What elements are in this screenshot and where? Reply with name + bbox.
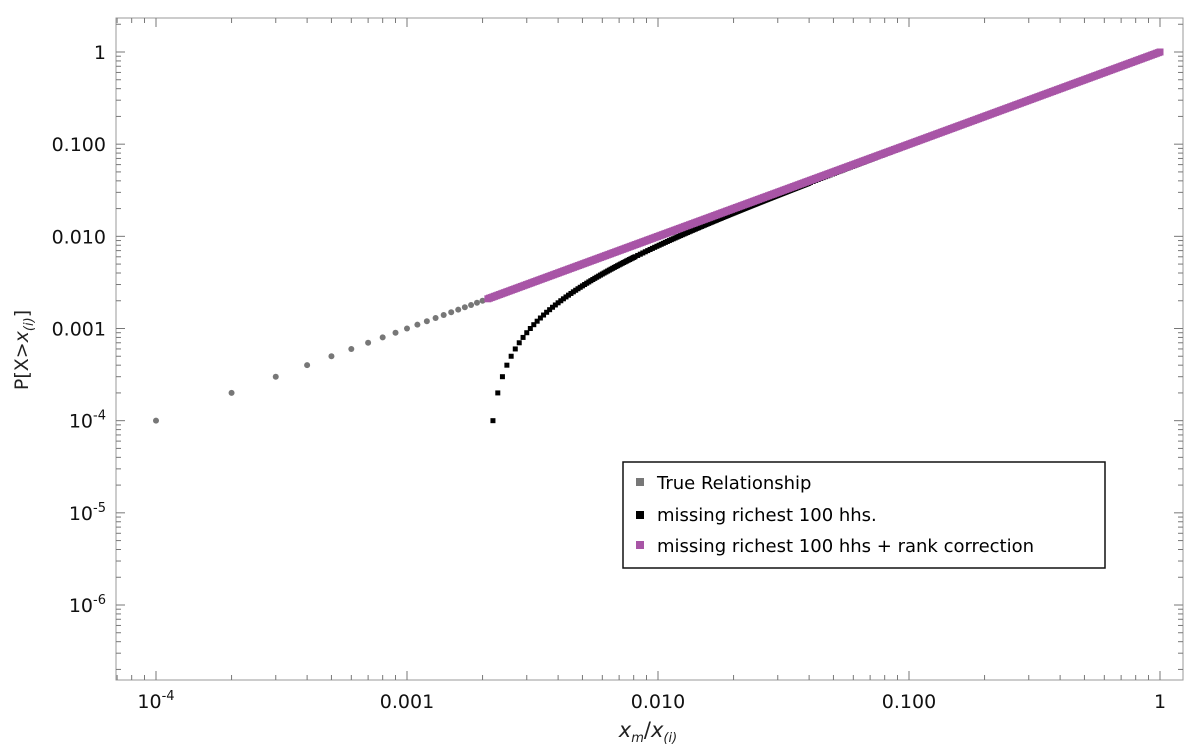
legend-label-missing: missing richest 100 hhs.	[657, 505, 877, 526]
y-tick-label: 0.001	[52, 319, 106, 341]
legend-label-true: True Relationship	[656, 473, 811, 494]
data-point-missing	[547, 307, 553, 313]
data-point-missing	[520, 334, 526, 340]
data-point-missing	[524, 330, 530, 336]
data-point-true	[348, 345, 355, 352]
data-point-true	[461, 304, 468, 311]
x-tick-label: 1	[1154, 691, 1166, 713]
data-point-missing	[495, 390, 501, 396]
data-point-missing	[560, 296, 566, 302]
data-point-missing	[490, 418, 496, 424]
y-tick-label: 10-5	[69, 501, 106, 525]
x-tick-label: 10-4	[137, 689, 174, 713]
data-point-missing	[537, 315, 543, 321]
data-point-missing	[563, 294, 569, 300]
data-point-missing	[527, 326, 533, 331]
data-point-true	[379, 334, 386, 341]
data-point-missing	[552, 302, 558, 308]
data-point-missing	[534, 318, 540, 324]
data-point-true	[440, 312, 447, 319]
data-point-missing	[632, 254, 638, 260]
data-point-missing	[508, 353, 514, 359]
data-point-missing	[550, 304, 556, 310]
y-tick-label: 10-4	[69, 409, 106, 433]
legend-swatch-corrected	[636, 541, 644, 549]
data-point-true	[153, 417, 159, 424]
legend-swatch-true	[636, 478, 644, 486]
data-point-true	[365, 339, 372, 346]
legend-swatch-missing	[636, 511, 644, 519]
data-point-true	[392, 329, 399, 336]
data-point-true	[455, 306, 462, 313]
data-point-true	[479, 297, 486, 304]
data-point-missing	[635, 252, 641, 258]
data-point-true	[473, 299, 480, 306]
data-point-missing	[637, 251, 643, 257]
legend-label-corrected: missing richest 100 hhs + rank correctio…	[657, 536, 1034, 557]
data-point-true	[228, 389, 235, 396]
y-axis-label: P[X>x(i)]	[11, 310, 37, 390]
data-point-missing	[558, 298, 564, 304]
data-point-true	[404, 325, 410, 332]
y-tick-label: 10-6	[69, 593, 106, 617]
y-tick-label: 0.010	[52, 226, 106, 248]
data-point-true	[432, 314, 439, 321]
data-point-missing	[541, 312, 547, 318]
data-point-missing	[516, 340, 522, 346]
data-point-missing	[555, 300, 561, 306]
data-point-true	[414, 321, 421, 328]
series-layer	[153, 48, 1164, 424]
data-point-missing	[499, 374, 505, 380]
data-point-missing	[531, 322, 537, 328]
plot-frame	[115, 17, 1184, 681]
data-point-missing	[544, 309, 550, 315]
y-tick-label: 1	[94, 42, 106, 64]
data-point-true	[468, 301, 475, 308]
data-point-true	[328, 353, 335, 360]
data-point-true	[423, 318, 430, 325]
data-point-missing	[504, 362, 510, 368]
data-point-corrected	[1156, 48, 1164, 56]
axes-layer: 10-4 0.001 0.010 0.100 1 10-6 10-5 10-4 0.001 0.0…	[52, 18, 1183, 713]
legend-box	[622, 461, 1106, 569]
x-tick-label: 0.010	[631, 691, 685, 713]
x-tick-label: 0.100	[882, 691, 936, 713]
data-point-true	[304, 362, 311, 369]
data-point-true	[448, 309, 455, 316]
x-tick-label: 0.001	[380, 691, 434, 713]
data-point-missing	[512, 346, 518, 352]
legend: True Relationship missing richest 100 hh…	[622, 461, 1106, 569]
x-axis-label: xm/x(i)	[618, 718, 677, 746]
y-tick-label: 0.100	[52, 134, 106, 156]
data-point-true	[272, 373, 279, 380]
